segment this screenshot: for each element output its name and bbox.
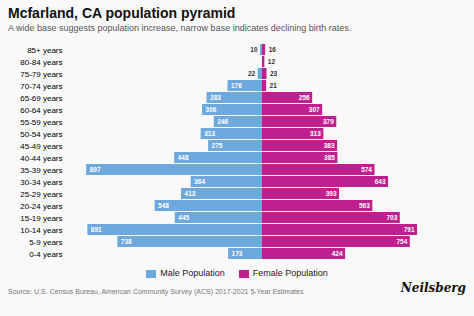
svg-text:50-54 years: 50-54 years [20,130,62,139]
svg-text:22: 22 [248,70,256,77]
svg-text:173: 173 [232,250,243,257]
svg-text:275: 275 [212,142,223,149]
svg-text:21: 21 [270,82,278,89]
svg-text:10-14 years: 10-14 years [20,226,62,235]
svg-text:35-39 years: 35-39 years [20,166,62,175]
svg-text:176: 176 [231,82,242,89]
svg-text:12: 12 [268,58,276,65]
svg-text:23: 23 [270,70,278,77]
svg-text:448: 448 [178,154,189,161]
html-text:Source: U.S. Census Bureau, Am: Source: U.S. Census Bureau, American Com… [8,288,304,295]
svg-text:563: 563 [359,202,370,209]
svg-text:70-74 years: 70-74 years [20,82,62,91]
svg-text:313: 313 [310,130,321,137]
svg-text:385: 385 [324,154,335,161]
svg-text:25-29 years: 25-29 years [20,190,62,199]
svg-text:445: 445 [178,214,189,221]
svg-text:60-64 years: 60-64 years [20,106,62,115]
svg-text:791: 791 [404,226,415,233]
svg-text:703: 703 [386,214,397,221]
svg-text:643: 643 [375,178,386,185]
svg-text:256: 256 [299,94,310,101]
svg-text:738: 738 [121,238,132,245]
svg-text:283: 283 [210,94,221,101]
svg-text:364: 364 [194,178,205,185]
svg-text:548: 548 [158,202,169,209]
html-text:Male Population: Male Population [160,268,225,278]
svg-text:307: 307 [309,106,320,113]
svg-text:16: 16 [269,46,277,53]
html-text:A wide base suggests populatio: A wide base suggests population increase… [8,23,352,33]
svg-text:313: 313 [204,130,215,137]
svg-text:897: 897 [90,166,101,173]
svg-text:379: 379 [323,118,334,125]
svg-text:75-79 years: 75-79 years [20,70,62,79]
svg-text:413: 413 [185,190,196,197]
svg-text:10: 10 [250,46,258,53]
svg-text:65-69 years: 65-69 years [20,94,62,103]
html-text:Mcfarland, CA population pyram: Mcfarland, CA population pyramid [8,5,236,21]
svg-text:383: 383 [324,142,335,149]
svg-text:45-49 years: 45-49 years [20,142,62,151]
svg-text:30-34 years: 30-34 years [20,178,62,187]
svg-text:891: 891 [91,226,102,233]
svg-text:15-19 years: 15-19 years [20,214,62,223]
svg-text:80-84 years: 80-84 years [20,58,62,67]
html-text:Neilsberg: Neilsberg [400,281,466,295]
svg-text:85+ years: 85+ years [27,46,62,55]
svg-text:246: 246 [217,118,228,125]
svg-text:424: 424 [332,250,343,257]
svg-text:40-44 years: 40-44 years [20,154,62,163]
svg-text:574: 574 [361,166,372,173]
svg-text:20-24 years: 20-24 years [20,202,62,211]
svg-text:55-59 years: 55-59 years [20,118,62,127]
svg-text:754: 754 [396,238,407,245]
html-text:Female Population: Female Population [252,268,328,278]
svg-text:393: 393 [326,190,337,197]
svg-text:5-9 years: 5-9 years [29,238,62,247]
svg-text:306: 306 [206,106,217,113]
svg-text:0-4 years: 0-4 years [29,250,62,259]
